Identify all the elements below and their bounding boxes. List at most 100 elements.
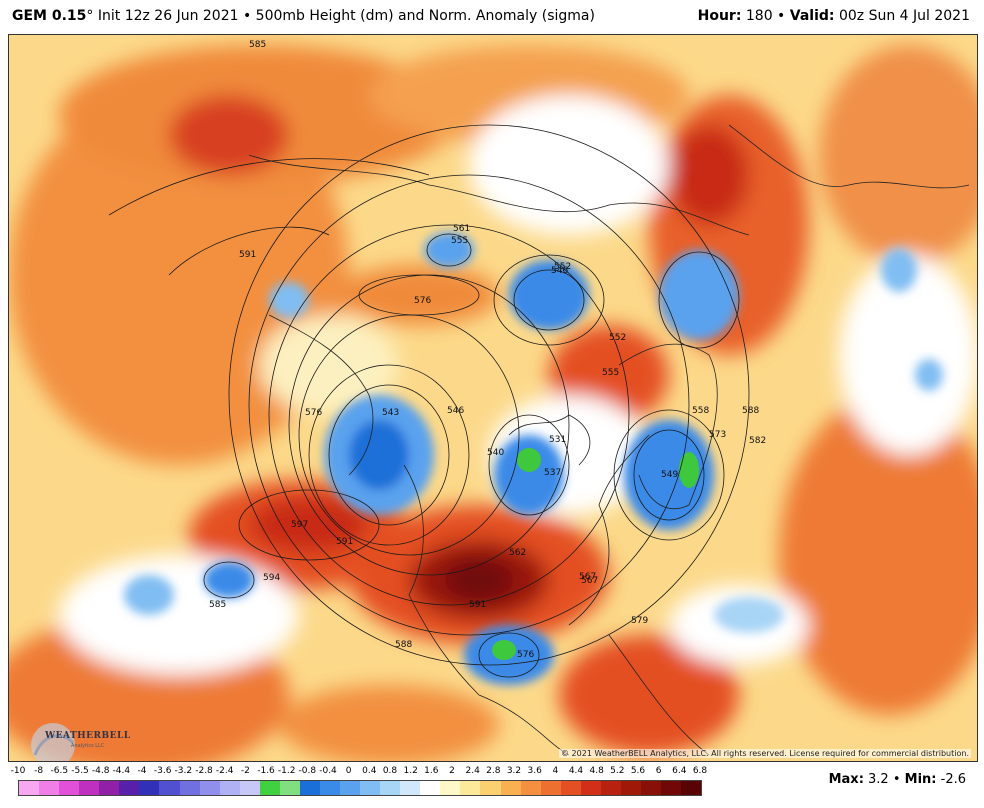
green-anomaly-cells [492,448,699,660]
model-name: GEM 0.15 [12,8,87,24]
contour-label: 576 [305,408,322,418]
legend-swatch [319,781,340,795]
legend-tick-label: -2.8 [195,766,213,776]
coastlines [248,124,970,756]
legend-tick-label: -3.6 [153,766,172,776]
legend-swatch [279,781,300,795]
max-min-readout: Max: 3.2 • Min: -2.6 [829,772,966,787]
valid-label: Valid: [789,8,835,24]
legend-swatch [440,781,461,795]
min-label: Min: [904,772,937,787]
legend-tick-label: 4.8 [589,766,604,776]
contour-label: 594 [263,573,280,583]
legend-tick-label: -3.2 [174,766,193,776]
anomaly-field [9,45,977,761]
legend-swatch [620,781,641,795]
legend-swatch [59,781,80,795]
legend-swatch [340,781,361,795]
logo-text: WEATHERBELL [45,731,131,741]
legend-tick-label: 0.8 [382,766,398,776]
contour-label: 567 [581,576,598,586]
legend-colorbar [18,780,702,796]
hour-value: 180 • [741,8,790,24]
legend-tick-label: 4.4 [568,766,584,776]
legend-tick-label: 3.6 [527,766,542,776]
legend-tick-label: -2.4 [215,766,234,776]
legend-tick-label: -8 [34,766,44,776]
contour-label: 588 [395,640,412,650]
legend-swatch [259,781,280,795]
contour-label: 573 [709,430,726,440]
legend-swatch [159,781,180,795]
degree-symbol: ° [86,8,94,24]
legend-swatch [99,781,120,795]
logo-subtext: Analytics LLC [71,743,105,749]
legend-swatch [219,781,240,795]
legend-tick-label: 2.8 [486,766,501,776]
legend-swatch [580,781,601,795]
contour-label: 549 [661,470,678,480]
green-cell-midwest [492,640,516,660]
legend-tick-label: 2.4 [465,766,480,776]
max-label: Max: [828,772,864,787]
contour-label: 591 [239,250,256,260]
legend-tick-label: -5.5 [71,766,89,776]
contour-label: 591 [336,537,353,547]
legend-ticks: -10 -8 -6.5 -5.5 -4.8 -4.4 -4 -3.6 -3.2 -2.8 -2.4-… [8,766,708,778]
legend-swatch [480,781,501,795]
contour-label: 585 [249,40,266,50]
color-legend: -10 -8 -6.5 -5.5 -4.8 -4.4 -4 -3.6 -3.2 -2.8 -2.4-… [0,762,984,808]
contour-label: 576 [414,296,431,306]
legend-swatch [139,781,160,795]
legend-swatch [39,781,60,795]
legend-tick-label: -2 [240,766,250,776]
contour-label: 537 [544,468,561,478]
legend-tick-label: -4.4 [112,766,131,776]
map-title: GEM 0.15° Init 12z 26 Jun 2021 • 500mb H… [12,8,595,24]
legend-swatch [681,781,702,795]
contour-label: 579 [631,616,648,626]
anomaly-map[interactable]: 585 591 576 561 555 552 546 543 549 558 573 588 597 5… [8,34,978,762]
contour-label: 582 [749,436,766,446]
legend-tick-label: 0.4 [362,766,377,776]
contour-labels: 5855915765615555525465435495585735885975… [209,40,766,660]
green-cell-hudson [517,448,541,472]
height-contours [108,124,750,678]
init-description: Init 12z 26 Jun 2021 • 500mb Height (dm)… [93,8,595,24]
legend-tick-label: 0 [345,766,352,776]
legend-tick-label: 5.2 [610,766,625,776]
min-value: -2.6 [936,772,966,787]
legend-swatch [19,781,40,795]
max-value: 3.2 [863,772,889,787]
legend-tick-label: 5.6 [630,766,646,776]
legend-swatch [460,781,481,795]
valid-time: Hour: 180 • Valid: 00z Sun 4 Jul 2021 [698,8,970,24]
legend-tick-label: 3.2 [506,766,522,776]
contour-label: 555 [451,236,468,246]
legend-swatch [179,781,200,795]
legend-swatch [540,781,561,795]
contour-label: 546 [447,406,464,416]
contour-label: 552 [609,333,626,343]
contour-label: 558 [692,406,709,416]
legend-tick-label: 6 [655,766,662,776]
contour-label: 576 [517,650,534,660]
green-cell-greenland [679,452,699,488]
legend-swatch [299,781,320,795]
logo-graphic [31,723,75,761]
contour-label: 567 [579,572,596,582]
legend-tick-label: -0.8 [298,766,317,776]
legend-tick-label: 4 [552,766,559,776]
legend-tick-label: 6.4 [672,766,687,776]
legend-swatch [360,781,381,795]
legend-tick-label: -0.4 [319,766,337,776]
legend-tick-label: -10 [10,766,26,776]
valid-value: 00z Sun 4 Jul 2021 [834,8,970,24]
legend-tick-label: -4 [137,766,147,776]
contour-label: 540 [487,448,504,458]
legend-swatch [400,781,421,795]
legend-swatch [520,781,541,795]
copyright-notice: © 2021 WeatherBELL Analytics, LLC. All r… [559,749,971,758]
legend-swatch [560,781,581,795]
legend-tick-label: 1.2 [403,766,418,776]
